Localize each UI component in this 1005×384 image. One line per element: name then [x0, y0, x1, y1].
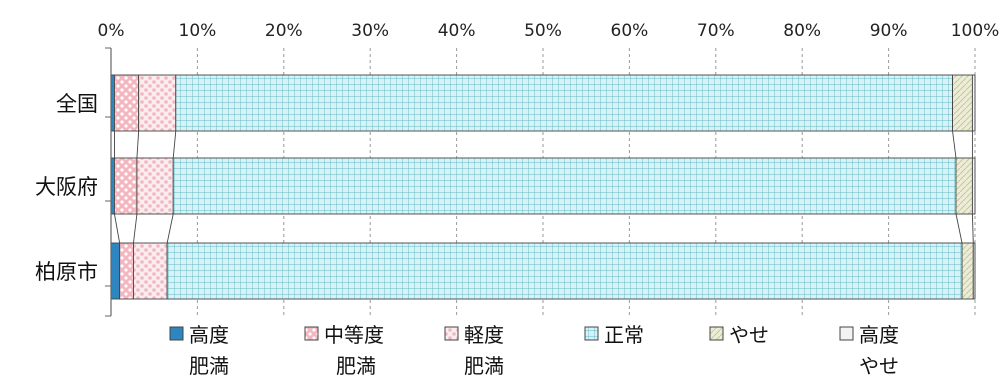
legend-label: 中等度: [324, 323, 384, 347]
legend-label: 正常: [604, 323, 644, 347]
category-label: 全国: [56, 92, 98, 116]
x-tick-label: 90%: [870, 21, 908, 41]
x-tick-label: 70%: [697, 21, 735, 41]
series-connector: [133, 213, 138, 244]
x-tick-label: 50%: [524, 21, 562, 41]
legend-label: 肥満: [336, 354, 376, 378]
series-connector: [114, 213, 121, 244]
series-connector: [172, 130, 177, 159]
legend-label: 軽度: [464, 323, 504, 347]
bar-segment: [119, 242, 134, 300]
x-tick-label: 20%: [265, 21, 303, 41]
bar-segment: [110, 242, 121, 300]
bar-segment: [971, 157, 976, 215]
category-label: 柏原市: [35, 260, 98, 284]
bar-segment: [971, 74, 976, 132]
series-connector: [166, 213, 174, 244]
series-connector: [952, 130, 957, 159]
category-label: 大阪府: [35, 175, 98, 199]
bar-segment: [175, 74, 953, 132]
bar-segment: [961, 242, 974, 300]
x-tick-label: 40%: [438, 21, 476, 41]
legend-label: やせ: [729, 323, 769, 347]
bar-segment: [166, 242, 963, 300]
bar-segment: [972, 242, 976, 300]
x-tick-label: 100%: [951, 21, 1000, 41]
bar-segment: [172, 157, 957, 215]
legend-swatch: [709, 326, 724, 341]
bar-segment: [952, 74, 973, 132]
series-connector: [955, 213, 963, 244]
series-connector: [971, 213, 974, 244]
x-tick-label: 30%: [351, 21, 389, 41]
bar-segment: [114, 157, 138, 215]
x-tick-label: 60%: [611, 21, 649, 41]
bar-segment: [955, 157, 973, 215]
legend-swatch: [444, 326, 459, 341]
x-tick-label: 0%: [98, 21, 125, 41]
legend-label: 肥満: [189, 354, 229, 378]
legend-label: 高度: [859, 323, 899, 347]
legend-label: 肥満: [464, 354, 504, 378]
x-tick-label: 10%: [179, 21, 217, 41]
series-connector: [136, 130, 140, 159]
legend-label: やせ: [859, 354, 899, 378]
bar-segment: [114, 74, 140, 132]
legend-swatch: [584, 326, 599, 341]
bar-segment: [138, 74, 177, 132]
legend-swatch: [169, 326, 184, 341]
bar-segment: [136, 157, 174, 215]
bar-segment: [133, 242, 168, 300]
legend-swatch: [839, 326, 854, 341]
legend-swatch: [304, 326, 319, 341]
x-tick-label: 80%: [783, 21, 821, 41]
legend-label: 高度: [189, 323, 229, 347]
